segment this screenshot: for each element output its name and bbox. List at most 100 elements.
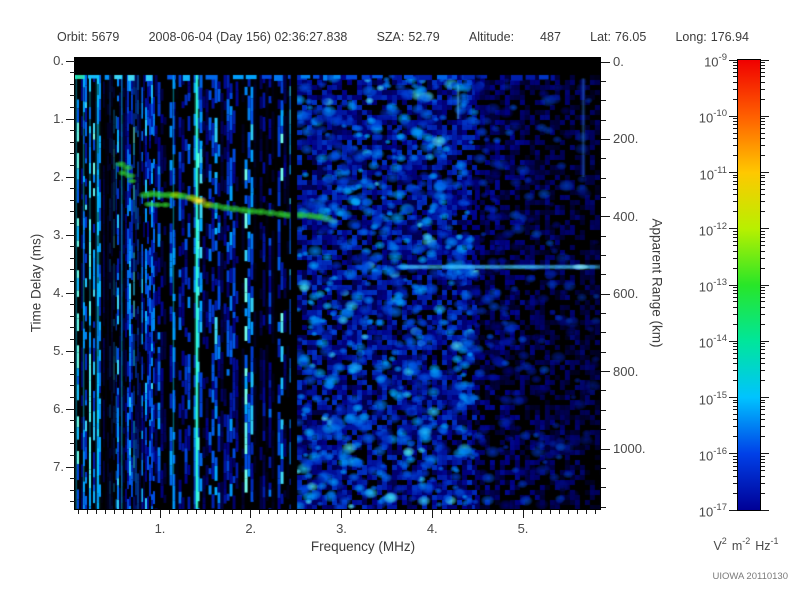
colorbar-minor-tick xyxy=(733,343,737,345)
colorbar-major-tick xyxy=(761,284,769,286)
colorbar-major-tick xyxy=(729,509,737,511)
apparent-range-minor-tick xyxy=(601,274,606,276)
frequency-minor-tick xyxy=(132,510,134,514)
frequency-minor-tick xyxy=(368,510,370,514)
colorbar-major-tick xyxy=(729,59,737,61)
colorbar-minor-tick xyxy=(761,132,765,134)
colorbar-minor-tick xyxy=(733,399,737,401)
colorbar-minor-tick xyxy=(733,194,737,196)
time-delay-minor-tick xyxy=(70,153,75,155)
colorbar-tick-label: 10-13 xyxy=(698,277,727,295)
colorbar-minor-tick xyxy=(733,188,737,190)
colorbar-minor-tick xyxy=(733,402,737,404)
colorbar-minor-tick xyxy=(733,233,737,235)
frequency-minor-tick xyxy=(486,510,488,514)
time-delay-minor-tick xyxy=(70,188,75,190)
colorbar-minor-tick xyxy=(733,155,737,157)
frequency-minor-tick xyxy=(95,510,97,514)
frequency-major-tick xyxy=(159,510,161,518)
colorbar-minor-tick xyxy=(761,475,765,477)
frequency-minor-tick xyxy=(449,510,451,514)
colorbar-minor-tick xyxy=(761,184,765,186)
time-delay-minor-tick xyxy=(70,83,75,85)
apparent-range-minor-tick xyxy=(601,177,606,179)
colorbar-major-tick xyxy=(729,284,737,286)
colorbar-major-tick xyxy=(729,340,737,342)
colorbar-major-tick xyxy=(761,115,769,117)
time-delay-major-tick xyxy=(66,60,75,62)
apparent-range-tick-label: 400. xyxy=(613,208,639,224)
frequency-minor-tick xyxy=(413,510,415,514)
sza-field: SZA: 52.79 xyxy=(377,30,440,44)
colorbar-major-tick xyxy=(761,453,769,455)
frequency-minor-tick xyxy=(558,510,560,514)
colorbar-minor-tick xyxy=(761,293,765,295)
colorbar-minor-tick xyxy=(761,405,765,407)
time-delay-minor-tick xyxy=(70,280,75,282)
time-delay-minor-tick xyxy=(70,385,75,387)
colorbar-minor-tick xyxy=(733,174,737,176)
frequency-minor-tick xyxy=(204,510,206,514)
colorbar-minor-tick xyxy=(761,492,765,494)
colorbar-minor-tick xyxy=(761,118,765,120)
frequency-minor-tick xyxy=(458,510,460,514)
time-delay-minor-tick xyxy=(70,211,75,213)
apparent-range-tick-label: 800. xyxy=(613,363,639,379)
colorbar-minor-tick xyxy=(733,236,737,238)
colorbar-minor-tick xyxy=(733,475,737,477)
colorbar-minor-tick xyxy=(733,409,737,411)
lat-value: 76.05 xyxy=(614,30,647,44)
time-delay-minor-tick xyxy=(70,130,75,132)
colorbar-minor-tick xyxy=(761,343,765,345)
colorbar-minor-tick xyxy=(733,132,737,134)
colorbar-minor-tick xyxy=(761,98,765,100)
colorbar-minor-tick xyxy=(733,426,737,428)
frequency-minor-tick xyxy=(395,510,397,514)
colorbar-minor-tick xyxy=(733,118,737,120)
colorbar-minor-tick xyxy=(761,419,765,421)
frequency-minor-tick xyxy=(195,510,197,514)
colorbar-minor-tick xyxy=(733,62,737,64)
colorbar-minor-tick xyxy=(733,145,737,147)
orbit-label: Orbit: xyxy=(57,30,88,44)
apparent-range-major-tick xyxy=(601,371,610,373)
colorbar-minor-tick xyxy=(761,436,765,438)
frequency-minor-tick xyxy=(177,510,179,514)
colorbar-tick-label: 10-14 xyxy=(698,333,727,351)
apparent-range-minor-tick xyxy=(601,409,606,411)
unit-part: V2 xyxy=(713,536,727,554)
colorbar-minor-tick xyxy=(733,436,737,438)
colorbar-minor-tick xyxy=(733,492,737,494)
time-delay-major-tick xyxy=(66,408,75,410)
apparent-range-tick-label: 0. xyxy=(613,54,624,69)
colorbar-tick-label: 10-16 xyxy=(698,445,727,464)
apparent-range-tick-label: 1000. xyxy=(613,441,646,456)
colorbar-minor-tick xyxy=(733,88,737,90)
frequency-major-tick xyxy=(522,510,524,518)
time-delay-minor-tick xyxy=(70,72,75,74)
frequency-minor-tick xyxy=(186,510,188,514)
time-delay-minor-tick xyxy=(70,269,75,271)
time-delay-minor-tick xyxy=(70,164,75,166)
spectrogram-canvas[interactable] xyxy=(75,58,600,509)
colorbar-minor-tick xyxy=(761,194,765,196)
colorbar-minor-tick xyxy=(733,138,737,140)
colorbar-minor-tick xyxy=(733,357,737,359)
time-delay-tick-label: 6. xyxy=(53,401,64,416)
colorbar-minor-tick xyxy=(761,399,765,401)
colorbar-minor-tick xyxy=(733,346,737,348)
apparent-range-minor-tick xyxy=(601,196,606,198)
time-delay-minor-tick xyxy=(70,315,75,317)
frequency-minor-tick xyxy=(268,510,270,514)
colorbar-minor-tick xyxy=(761,145,765,147)
frequency-tick-label: 3. xyxy=(336,521,347,536)
colorbar-minor-tick xyxy=(733,240,737,242)
y-axis-title: Time Delay (ms) xyxy=(28,233,44,333)
colorbar-minor-tick xyxy=(761,458,765,460)
long-label: Long: xyxy=(675,30,707,44)
frequency-minor-tick xyxy=(150,510,152,514)
colorbar-minor-tick xyxy=(733,349,737,351)
time-delay-minor-tick xyxy=(70,431,75,433)
frequency-tick-label: 5. xyxy=(517,521,529,536)
